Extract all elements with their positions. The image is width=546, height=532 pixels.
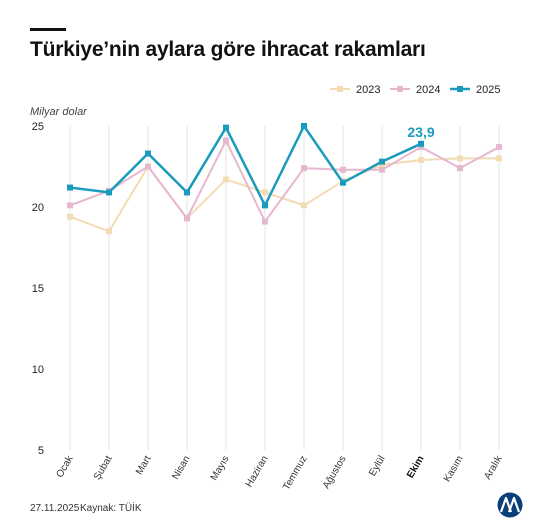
data-point-2023-Ekim [418, 157, 424, 164]
data-point-2025-Mayıs [223, 124, 229, 131]
data-point-2025-Nisan [184, 189, 190, 196]
series-2025 [67, 123, 424, 209]
annotations: 23,9 [407, 124, 434, 140]
data-point-2024-Temmuz [301, 165, 307, 172]
data-point-2025-Ağustos [340, 179, 346, 186]
data-label: 23,9 [407, 124, 434, 140]
legend-label-2023: 2023 [356, 84, 380, 96]
data-point-2025-Şubat [106, 189, 112, 196]
x-tick-label: Nisan [170, 454, 192, 482]
data-point-2023-Haziran [262, 189, 268, 196]
data-point-2023-Aralık [496, 155, 502, 162]
series-2024 [67, 137, 502, 225]
data-point-2024-Ocak [67, 202, 73, 209]
data-point-2024-Ağustos [340, 166, 346, 173]
data-point-2023-Temmuz [301, 202, 307, 209]
grid [69, 126, 500, 450]
y-tick-label: 15 [32, 283, 44, 295]
series-line-2025 [68, 124, 423, 207]
data-point-2025-Eylül [379, 158, 385, 165]
legend-label-2024: 2024 [416, 84, 440, 96]
x-tick-label: Mayıs [209, 454, 232, 483]
x-tick-label: Mart [134, 454, 154, 477]
x-tick-label: Ekim [405, 454, 427, 480]
x-tick-label: Ağustos [321, 454, 349, 491]
legend-marker-2024 [397, 86, 403, 92]
data-point-2024-Mayıs [223, 137, 229, 144]
aa-logo-icon [497, 492, 523, 518]
data-point-2024-Ekim [418, 144, 424, 151]
title-accent-bar [30, 28, 66, 31]
chart-title: Türkiye’nin aylara göre ihracat rakamlar… [30, 38, 426, 61]
data-point-2024-Mart [145, 163, 151, 170]
data-point-2023-Kasım [457, 155, 463, 162]
y-tick-label: 20 [32, 202, 44, 214]
data-point-2025-Ekim [418, 140, 424, 147]
series-group [67, 123, 502, 235]
x-tick-label: Eylül [367, 454, 387, 478]
x-axis-ticks: Ocak Şubat Mart Nisan Mayıs Haziran Temmuz Ağus… [54, 453, 505, 492]
footer-date: 27.11.2025 [30, 503, 80, 514]
data-point-2025-Ocak [67, 184, 73, 191]
y-tick-label: 5 [38, 445, 44, 457]
data-point-2024-Aralık [496, 144, 502, 151]
data-point-2024-Eylül [379, 166, 385, 173]
data-point-2024-Haziran [262, 218, 268, 225]
data-point-2024-Kasım [457, 165, 463, 172]
y-axis-label: Milyar dolar [30, 106, 88, 118]
x-tick-label: Ocak [54, 453, 76, 480]
data-point-2025-Mart [145, 150, 151, 157]
legend-marker-2023 [337, 86, 343, 92]
series-line-2024 [69, 139, 500, 223]
data-point-2025-Temmuz [301, 123, 307, 129]
data-point-2023-Ocak [67, 213, 73, 220]
legend-marker-2025 [457, 86, 463, 92]
x-tick-label: Şubat [92, 454, 115, 482]
data-point-2023-Mayıs [223, 176, 229, 183]
footer-source: Kaynak: TÜİK [80, 503, 142, 514]
data-point-2025-Haziran [262, 202, 268, 209]
legend: 2023 2024 2025 [330, 84, 500, 96]
y-axis-ticks: 5 10 15 20 25 [32, 121, 44, 457]
x-tick-label: Kasım [442, 454, 466, 484]
data-point-2023-Eylül [379, 161, 385, 168]
data-point-2024-Nisan [184, 215, 190, 222]
y-tick-label: 10 [32, 364, 44, 376]
legend-label-2025: 2025 [476, 84, 500, 96]
x-tick-label: Temmuz [281, 454, 309, 492]
data-point-2023-Şubat [106, 228, 112, 235]
series-line-2023 [69, 157, 500, 233]
x-tick-label: Haziran [244, 454, 271, 489]
x-tick-label: Aralık [482, 453, 505, 482]
y-tick-label: 25 [32, 121, 44, 133]
